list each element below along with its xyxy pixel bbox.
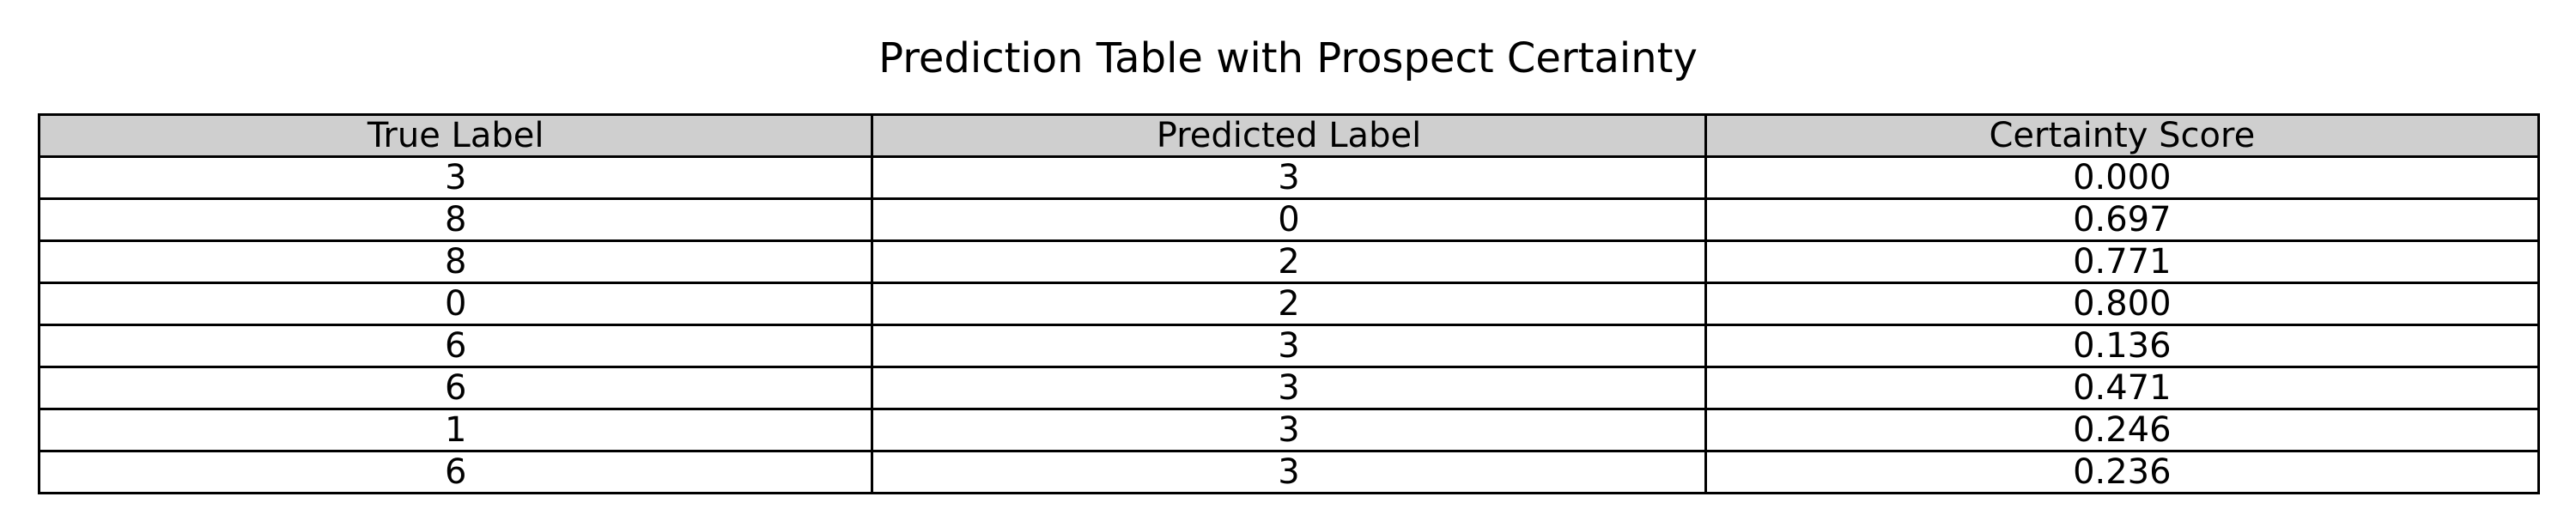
- cell-certainty-score: 0.471: [1704, 366, 2541, 410]
- cell-true-label: 8: [37, 239, 874, 284]
- header-cell-true-label: True Label: [37, 113, 874, 158]
- table-row: 8 2 0.771: [37, 239, 2541, 284]
- cell-predicted-label: 2: [871, 239, 1707, 284]
- cell-true-label: 3: [37, 155, 874, 200]
- cell-predicted-label: 3: [871, 366, 1707, 410]
- header-row: True Label Predicted Label Certainty Sco…: [37, 113, 2541, 158]
- table-row: 0 2 0.800: [37, 282, 2541, 326]
- table-row: 8 0 0.697: [37, 197, 2541, 242]
- prediction-table-container: True Label Predicted Label Certainty Sco…: [37, 113, 2541, 494]
- table-row: 6 3 0.236: [37, 450, 2541, 494]
- cell-certainty-score: 0.800: [1704, 282, 2541, 326]
- cell-predicted-label: 3: [871, 155, 1707, 200]
- cell-predicted-label: 3: [871, 408, 1707, 452]
- table-row: 6 3 0.471: [37, 366, 2541, 410]
- table-header: True Label Predicted Label Certainty Sco…: [37, 113, 2541, 158]
- header-cell-certainty-score: Certainty Score: [1704, 113, 2541, 158]
- cell-true-label: 1: [37, 408, 874, 452]
- cell-certainty-score: 0.771: [1704, 239, 2541, 284]
- table-row: 3 3 0.000: [37, 155, 2541, 200]
- cell-certainty-score: 0.236: [1704, 450, 2541, 494]
- cell-predicted-label: 2: [871, 282, 1707, 326]
- cell-certainty-score: 0.136: [1704, 324, 2541, 368]
- cell-true-label: 6: [37, 450, 874, 494]
- cell-certainty-score: 0.246: [1704, 408, 2541, 452]
- prediction-table: True Label Predicted Label Certainty Sco…: [37, 113, 2541, 494]
- cell-predicted-label: 0: [871, 197, 1707, 242]
- cell-certainty-score: 0.697: [1704, 197, 2541, 242]
- chart-title: Prediction Table with Prospect Certainty: [878, 34, 1698, 82]
- cell-true-label: 8: [37, 197, 874, 242]
- cell-predicted-label: 3: [871, 324, 1707, 368]
- cell-true-label: 6: [37, 324, 874, 368]
- table-body: 3 3 0.000 8 0 0.697 8 2 0.771 0 2 0.: [37, 155, 2541, 494]
- header-cell-predicted-label: Predicted Label: [871, 113, 1707, 158]
- cell-true-label: 0: [37, 282, 874, 326]
- cell-predicted-label: 3: [871, 450, 1707, 494]
- cell-true-label: 6: [37, 366, 874, 410]
- cell-certainty-score: 0.000: [1704, 155, 2541, 200]
- table-row: 6 3 0.136: [37, 324, 2541, 368]
- table-row: 1 3 0.246: [37, 408, 2541, 452]
